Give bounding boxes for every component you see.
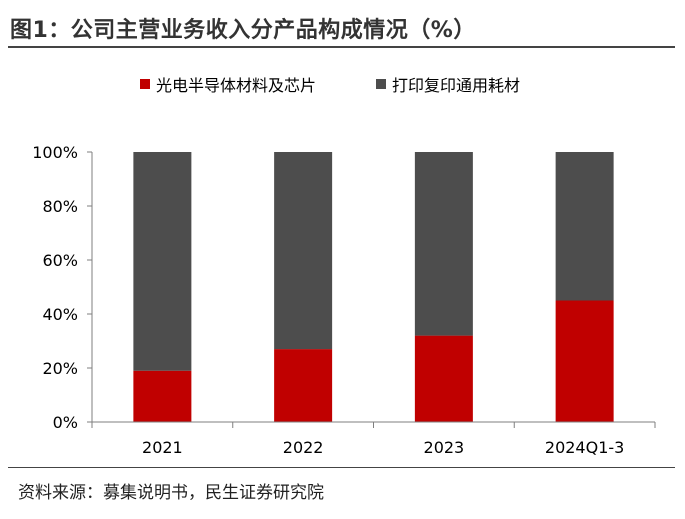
x-tick-label: 2024Q1-3 — [545, 438, 624, 457]
bar-series-1-2024Q1-3 — [555, 300, 614, 422]
y-tick-label: 20% — [42, 359, 78, 378]
footer-divider — [8, 467, 675, 468]
bar-series-1-2023 — [414, 335, 473, 422]
bar-series-2-2022 — [274, 152, 333, 350]
x-tick-label: 2022 — [283, 438, 324, 457]
legend-item-series-2: 打印复印通用耗材 — [376, 72, 520, 96]
bar-series-2-2023 — [414, 152, 473, 336]
legend-swatch-series-2 — [376, 79, 386, 89]
y-tick-label: 80% — [42, 197, 78, 216]
x-tick-label: 2021 — [142, 438, 183, 457]
legend-label-series-1: 光电半导体材料及芯片 — [156, 76, 317, 95]
y-tick-label: 40% — [42, 305, 78, 324]
x-tick-label: 2023 — [424, 438, 465, 457]
legend-swatch-series-1 — [140, 79, 150, 89]
y-tick-label: 0% — [53, 413, 78, 432]
legend-label-series-2: 打印复印通用耗材 — [392, 76, 521, 95]
source-note: 资料来源：募集说明书，民生证券研究院 — [18, 483, 324, 503]
bar-series-2-2021 — [133, 152, 192, 371]
chart-title: 图1：公司主营业务收入分产品构成情况（%） — [10, 18, 476, 43]
title-divider — [8, 46, 675, 48]
y-tick-label: 100% — [32, 143, 78, 162]
bar-series-1-2022 — [274, 349, 333, 422]
bar-series-2-2024Q1-3 — [555, 152, 614, 301]
y-tick-label: 60% — [42, 251, 78, 270]
bar-series-1-2021 — [133, 370, 192, 422]
legend-item-series-1: 光电半导体材料及芯片 — [140, 72, 316, 96]
